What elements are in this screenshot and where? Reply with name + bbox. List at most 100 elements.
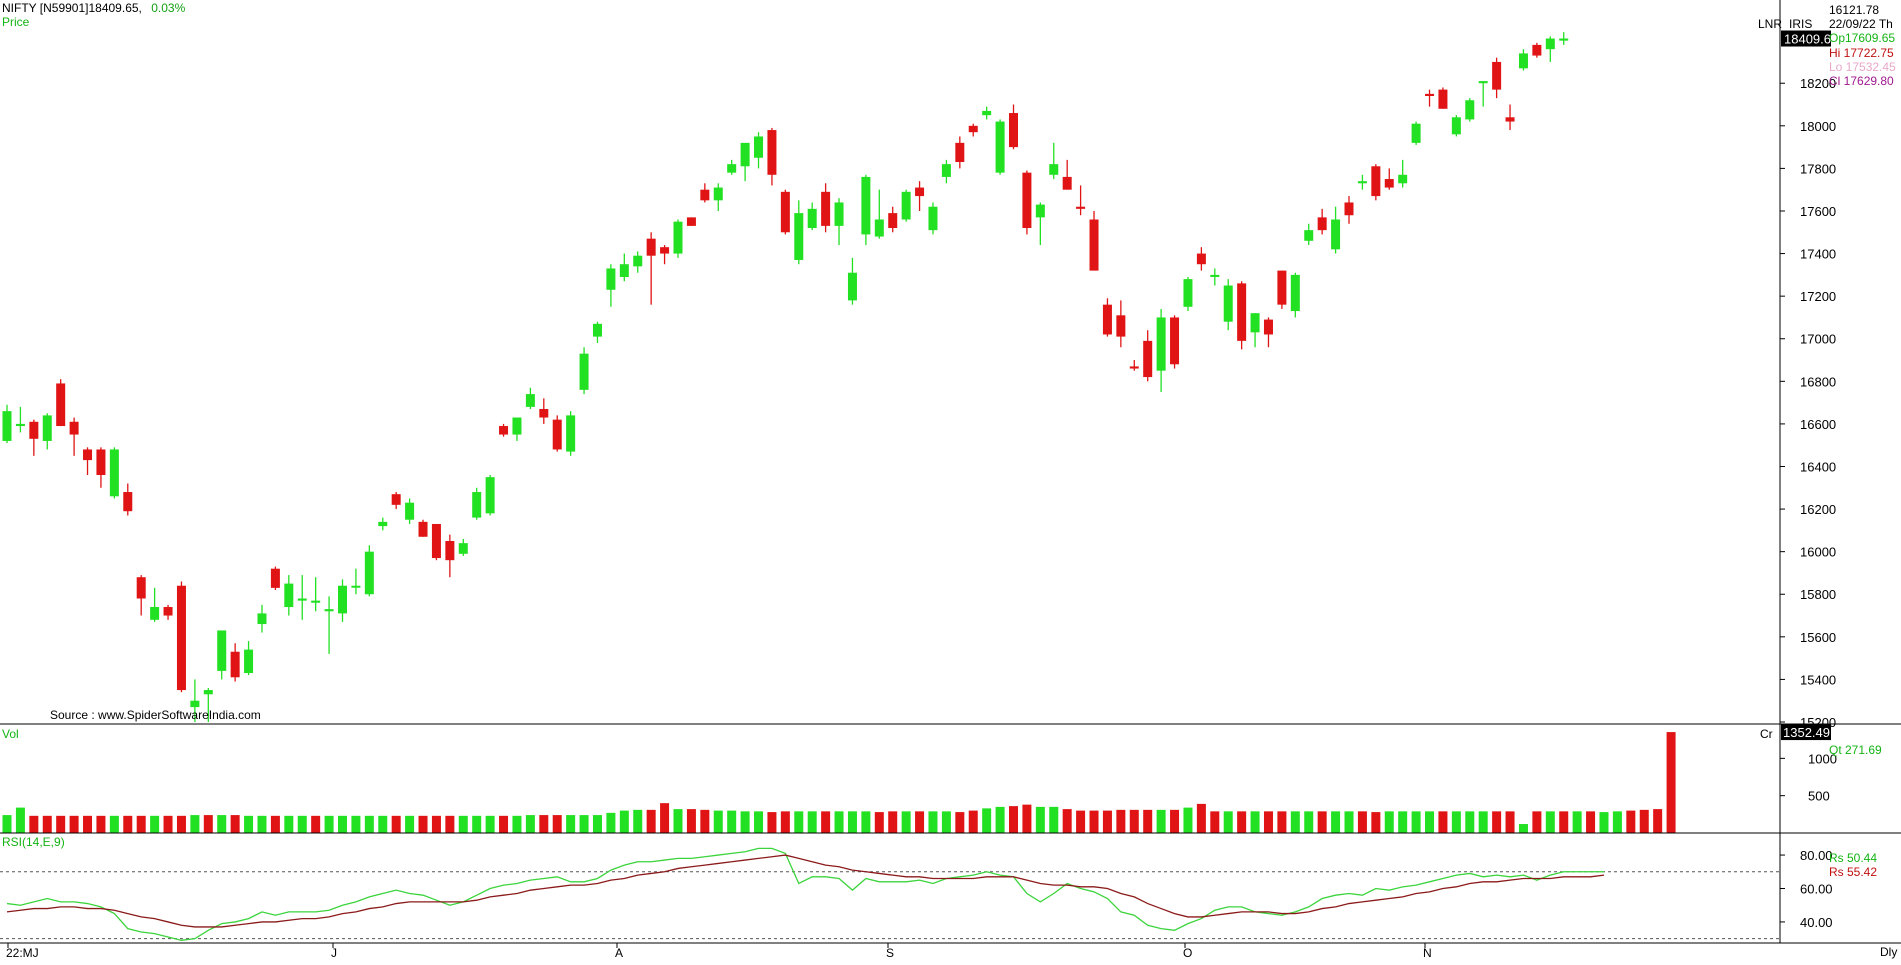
candle-body [1438, 89, 1448, 109]
volume-bar [1639, 809, 1649, 833]
volume-qt: Qt 271.69 [1829, 743, 1882, 757]
candle-body [1398, 174, 1408, 184]
volume-bar [606, 812, 616, 833]
candle-body [847, 272, 857, 301]
candle-body [646, 238, 656, 256]
timeframe-label[interactable]: Dly [1880, 945, 1898, 959]
candle-body [1505, 117, 1515, 122]
volume-bar [1438, 811, 1448, 833]
volume-bar [660, 803, 670, 833]
candle-body [1210, 274, 1220, 277]
candle-body [56, 383, 66, 427]
volume-tick-label: 1000 [1808, 751, 1837, 766]
volume-bar [794, 811, 804, 833]
volume-bar [1170, 809, 1180, 833]
candle-body [244, 649, 254, 674]
volume-bar [244, 815, 254, 833]
candle-body [1317, 217, 1327, 231]
candle-body [311, 600, 321, 603]
volume-bar [888, 811, 898, 833]
candle-body [1049, 164, 1059, 175]
candle-body [888, 213, 898, 229]
candle-body [592, 323, 602, 337]
candle-body [928, 206, 938, 231]
candle-body [136, 577, 146, 599]
volume-bar [633, 809, 643, 833]
volume-bar [1022, 804, 1032, 833]
volume-bar [391, 815, 401, 833]
tag-iris[interactable]: IRIS [1789, 17, 1813, 31]
volume-bar [1371, 812, 1381, 833]
volume-bar [1384, 811, 1394, 833]
price-tick-label: 17200 [1800, 289, 1836, 304]
tag-lnr[interactable]: LNR [1758, 17, 1783, 31]
volume-bar [1344, 811, 1354, 833]
symbol-label: NIFTY [N59901] [2, 1, 89, 15]
volume-bar [1089, 810, 1099, 833]
candle-body [1344, 202, 1354, 216]
info-value: 16121.78 [1829, 3, 1880, 17]
volume-bar [780, 811, 790, 833]
candle-body [525, 394, 535, 407]
candle-body [1357, 181, 1367, 184]
volume-bar [1263, 811, 1273, 833]
candle-body [673, 221, 683, 254]
volume-bar [1049, 806, 1059, 833]
candle-body [1223, 285, 1233, 322]
volume-bar [512, 815, 522, 833]
volume-bar [1277, 811, 1287, 833]
candle-body [1478, 81, 1488, 84]
candle-body [150, 607, 160, 620]
volume-bar [150, 815, 160, 833]
candle-body [338, 585, 347, 614]
x-month-label: O [1183, 946, 1192, 960]
price-tick-label: 15800 [1800, 587, 1836, 602]
candle-body [1156, 317, 1166, 371]
candle-body [915, 187, 925, 197]
volume-bar [686, 809, 696, 833]
candle-body [96, 449, 106, 476]
candle-body [700, 189, 710, 201]
volume-bar [42, 815, 52, 833]
volume-bar [1210, 811, 1220, 833]
volume-bar [1572, 811, 1582, 833]
volume-bar [1465, 811, 1475, 833]
volume-bar [1035, 806, 1045, 833]
volume-bar [176, 815, 186, 833]
current-price-tag-bg [1781, 30, 1831, 47]
volume-bar [56, 815, 66, 833]
volume-bar [713, 810, 723, 833]
candle-body [1492, 61, 1502, 90]
volume-bar [847, 811, 857, 833]
candle-body [176, 585, 186, 691]
price-candles [2, 32, 1569, 722]
info-high: Hi 17722.75 [1829, 46, 1894, 60]
price-tick-label: 15600 [1800, 630, 1836, 645]
price-tick-label: 15400 [1800, 672, 1836, 687]
candle-body [364, 551, 374, 595]
x-month-label: A [615, 946, 623, 960]
candle-body [2, 411, 12, 441]
volume-bar [539, 815, 549, 833]
candle-body [1129, 366, 1139, 369]
volume-bar [163, 815, 173, 833]
candle-body [874, 219, 884, 237]
candle-body [15, 423, 25, 427]
candle-body [1304, 230, 1314, 241]
candle-body [780, 191, 790, 233]
volume-bar [566, 815, 576, 833]
volume-bar [1612, 811, 1622, 833]
candle-body [123, 492, 133, 512]
volume-bar [1398, 811, 1408, 833]
volume-bar [83, 815, 93, 833]
volume-bar [754, 811, 764, 833]
volume-bar [297, 815, 307, 833]
price-tick-label: 16800 [1800, 374, 1836, 389]
candle-body [42, 415, 52, 441]
candle-body [1183, 279, 1193, 307]
price-tick-label: 17400 [1800, 247, 1836, 262]
volume-bar [123, 815, 133, 833]
candle-body [968, 125, 978, 133]
candle-body [203, 690, 213, 695]
